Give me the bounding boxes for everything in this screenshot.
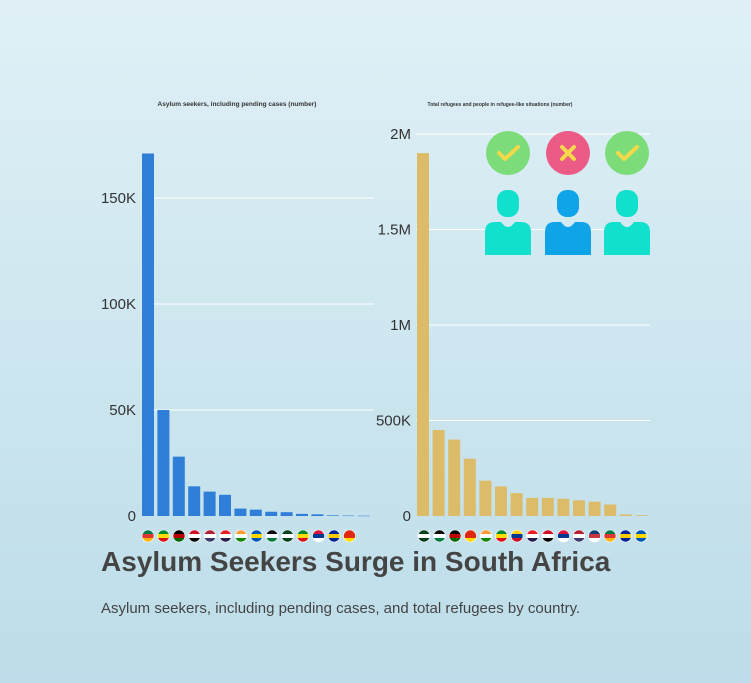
- flag-icon: [433, 529, 446, 543]
- y-tick-label: 150K: [101, 190, 136, 207]
- bar: [588, 501, 601, 516]
- left-chart-title: Asylum seekers, including pending cases …: [158, 101, 317, 108]
- bar: [311, 514, 324, 516]
- flag-icon: [479, 529, 493, 543]
- right-bars: [417, 153, 648, 516]
- status-icons: [486, 131, 649, 175]
- right-gridlines: [416, 133, 650, 421]
- bar: [234, 508, 247, 516]
- flag-icon: [541, 529, 555, 543]
- bar: [280, 512, 293, 516]
- bar: [157, 410, 170, 516]
- left-bars: [142, 153, 370, 517]
- bar: [541, 497, 554, 516]
- flag-icon: [265, 529, 279, 543]
- y-tick-label: 1.5M: [378, 222, 411, 239]
- bar: [604, 504, 617, 516]
- left-gridlines: [142, 197, 374, 411]
- bar: [619, 514, 632, 516]
- y-tick-label: 50K: [109, 402, 136, 419]
- flag-icon: [495, 529, 508, 543]
- flag-icon: [603, 529, 617, 543]
- bar: [188, 486, 201, 516]
- bar: [526, 497, 539, 516]
- headline: Asylum Seekers Surge in South Africa: [101, 546, 611, 577]
- flag-icon: [141, 529, 155, 543]
- bar: [573, 500, 585, 516]
- bar: [432, 430, 445, 516]
- bar: [342, 515, 355, 517]
- check-icon: [486, 131, 530, 175]
- bar: [510, 493, 523, 516]
- flag-icon: [572, 529, 586, 543]
- bar: [635, 515, 648, 516]
- subtitle: Asylum seekers, including pending cases,…: [101, 600, 581, 617]
- bar: [296, 513, 308, 516]
- person-icon: [485, 190, 531, 255]
- bar: [203, 491, 216, 516]
- flag-icon: [281, 529, 294, 543]
- flag-icon: [234, 529, 248, 543]
- person-icon: [604, 190, 650, 255]
- flag-icon: [312, 529, 325, 543]
- bar: [326, 515, 339, 516]
- bar: [448, 439, 461, 516]
- flag-icon: [343, 529, 356, 543]
- left-category-flags: [141, 529, 356, 543]
- y-tick-label: 1M: [390, 317, 411, 334]
- flag-icon: [526, 529, 539, 543]
- bar: [417, 153, 429, 516]
- flag-icon: [619, 529, 632, 543]
- check-icon: [605, 131, 649, 175]
- y-tick-label: 500K: [376, 413, 411, 430]
- flag-icon: [203, 529, 217, 543]
- bar: [219, 494, 231, 516]
- flag-icon: [448, 529, 462, 543]
- refugees-chart: Total refugees and people in refugee-lik…: [376, 102, 650, 543]
- flag-icon: [557, 529, 570, 543]
- left-y-axis-ticks: 0 50K 100K 150K: [101, 190, 136, 525]
- flag-icon: [327, 529, 341, 543]
- y-tick-label: 0: [403, 508, 411, 525]
- flag-icon: [250, 529, 263, 543]
- flag-icon: [634, 529, 648, 543]
- bar: [463, 458, 476, 516]
- flag-icon: [464, 529, 477, 543]
- flag-icon: [417, 529, 431, 543]
- flag-icon: [188, 529, 201, 543]
- bar: [357, 515, 370, 517]
- y-tick-label: 100K: [101, 296, 136, 313]
- bar: [249, 509, 262, 516]
- asylum-seekers-chart: Asylum seekers, including pending cases …: [101, 101, 374, 543]
- flag-icon: [296, 529, 310, 543]
- right-chart-title: Total refugees and people in refugee-lik…: [428, 102, 573, 108]
- bar: [495, 486, 507, 516]
- bar: [479, 480, 492, 516]
- y-tick-label: 0: [128, 508, 136, 525]
- right-y-axis-ticks: 0 500K 1M 1.5M 2M: [376, 126, 411, 525]
- bar: [142, 153, 154, 517]
- flag-icon: [219, 529, 232, 543]
- right-category-flags: [417, 529, 648, 543]
- flag-icon: [157, 529, 170, 543]
- person-icons: [485, 190, 650, 255]
- flag-icon: [588, 529, 601, 543]
- flag-icon: [510, 529, 524, 543]
- bar: [265, 511, 278, 516]
- y-tick-label: 2M: [390, 126, 411, 143]
- cross-icon: [546, 131, 590, 175]
- bar: [172, 456, 185, 516]
- bar: [557, 498, 570, 516]
- flag-icon: [172, 529, 186, 543]
- person-icon: [545, 190, 591, 255]
